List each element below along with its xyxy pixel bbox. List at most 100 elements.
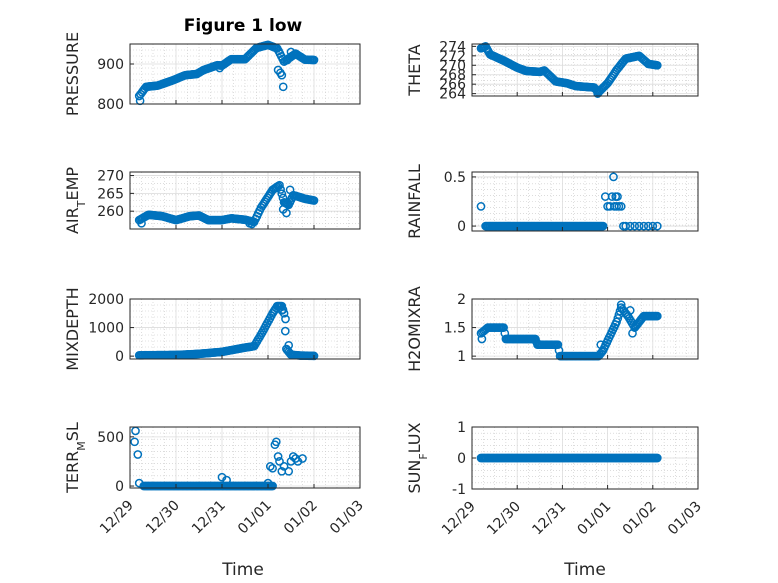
y-tick-label: 900 — [97, 57, 124, 73]
x-tick-label: 01/02 — [281, 498, 321, 538]
data-point — [476, 202, 486, 211]
data-point — [652, 221, 662, 231]
x-axis-label-left: Time — [221, 560, 264, 580]
data-point — [613, 192, 622, 201]
data-point — [134, 478, 144, 488]
data-point — [275, 180, 284, 190]
data-point — [643, 221, 653, 231]
y-tick-label: 1 — [457, 420, 466, 436]
data-point — [215, 63, 225, 73]
x-tick-label: 12/31 — [529, 499, 569, 539]
data-point — [596, 340, 606, 350]
data-point — [628, 328, 637, 338]
y-tick-label: 274 — [439, 39, 466, 55]
x-tick-label: 12/29 — [439, 499, 479, 539]
panel-mixdepth: 0 1000 2000 MIXDEPTH — [63, 287, 361, 371]
y-tick-label: 260 — [97, 204, 124, 220]
y-tick-label: 266 — [439, 77, 466, 93]
data-point — [276, 185, 285, 194]
x-tick-label: 12/30 — [143, 498, 183, 538]
data-point — [309, 196, 319, 205]
x-tick-label: 01/03 — [665, 499, 705, 539]
y-tick-label: 1 — [457, 349, 466, 365]
data-point — [625, 221, 635, 231]
y-axis-label: MIXDEPTH — [63, 287, 82, 370]
data-point — [137, 218, 146, 228]
x-tick-label: 12/29 — [97, 498, 137, 538]
panel-pressure: 800 900 PRESSURE — [63, 32, 361, 116]
data-point — [247, 219, 257, 229]
data-point — [616, 300, 626, 310]
y-axis-label: PRESSURE — [63, 32, 82, 116]
data-point — [284, 340, 294, 350]
data-point — [133, 450, 143, 459]
data-point — [281, 314, 290, 324]
data-point — [222, 475, 231, 485]
data-point — [499, 323, 508, 332]
data-point — [130, 437, 139, 447]
data-point — [284, 466, 294, 476]
x-axis-label-right: Time — [563, 560, 606, 580]
data-point — [630, 221, 640, 231]
data-point — [273, 452, 283, 461]
panel-terr_msl: 0 500 12/29 12/30 12/31 01/01 01/02 01/03 TERRMS… — [63, 422, 367, 537]
data-point — [285, 185, 295, 195]
y-tick-label: 270 — [97, 169, 124, 185]
data-point — [607, 192, 617, 201]
axes-box — [471, 171, 699, 232]
y-tick-label: 0 — [457, 451, 466, 467]
data-point — [625, 306, 635, 315]
data-point — [277, 189, 287, 199]
y-tick-label: 2000 — [88, 292, 124, 308]
panel-rainfall: 0 0.5 RAINFALL — [405, 164, 699, 239]
x-tick-label: 01/03 — [327, 498, 367, 538]
data-point — [652, 311, 662, 321]
axes-box — [129, 171, 361, 230]
y-tick-label: 1000 — [88, 321, 124, 337]
y-tick-label: 0.5 — [444, 170, 466, 186]
data-point — [639, 221, 649, 231]
data-point — [309, 55, 319, 65]
y-axis-label: SUNFLUX — [405, 422, 430, 493]
y-tick-label: 500 — [97, 430, 124, 446]
x-tick-label: 01/02 — [620, 499, 660, 539]
x-tick-label: 01/01 — [575, 499, 615, 539]
x-tick-label: 12/31 — [189, 498, 229, 538]
data-point — [275, 457, 284, 466]
y-tick-label: 2 — [457, 292, 466, 308]
data-point — [621, 221, 631, 231]
data-point — [477, 334, 487, 344]
axes-box — [471, 43, 699, 97]
y-axis-label: THETA — [405, 44, 424, 96]
axes-box — [129, 298, 361, 360]
panel-h2omixra: 1 1.5 2 H2OMIXRA — [405, 286, 699, 372]
y-tick-label: 272 — [439, 49, 466, 65]
y-tick-label: 270 — [439, 58, 466, 74]
y-tick-label: 268 — [439, 68, 466, 84]
y-tick-label: 264 — [439, 87, 466, 103]
data-point — [277, 306, 287, 315]
data-point — [282, 208, 291, 218]
data-point — [280, 326, 290, 336]
data-point — [268, 463, 277, 473]
data-point — [288, 452, 298, 461]
axes-box — [471, 298, 699, 360]
x-tick-label: 01/01 — [235, 498, 275, 538]
data-point — [298, 454, 307, 463]
data-point — [265, 462, 275, 471]
data-point — [652, 453, 662, 463]
data-point — [652, 60, 662, 70]
y-tick-label: 0 — [457, 219, 466, 235]
data-point — [279, 462, 289, 471]
y-axis-label: TERRMSL — [63, 422, 88, 494]
y-axis-label: RAINFALL — [405, 164, 424, 239]
data-point — [634, 221, 644, 231]
data-point — [609, 172, 618, 182]
y-axis-label: AIRTEMP — [63, 167, 88, 234]
data-point — [616, 202, 626, 211]
y-tick-label: 800 — [97, 97, 124, 113]
y-tick-label: 265 — [97, 186, 124, 202]
panel-sun_flux: -1 0 1 12/29 12/30 12/31 01/01 01/02 01/03 SUNFLU… — [405, 420, 705, 538]
